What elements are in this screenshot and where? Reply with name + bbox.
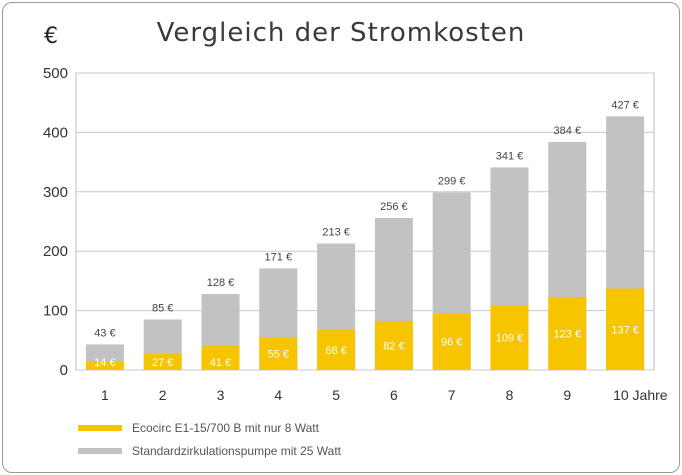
y-tick-label-200: 200	[43, 243, 68, 260]
data-label-standard-6: 256 €	[380, 201, 408, 213]
chart-title: Vergleich der Stromkosten	[156, 18, 526, 48]
data-label-ecocirc-1: 14 €	[94, 357, 115, 369]
data-label-ecocirc-10: 137 €	[611, 324, 639, 336]
x-tick-label-1: 1	[101, 387, 109, 403]
y-axis-label: €	[44, 24, 58, 49]
data-label-ecocirc-5: 68 €	[325, 345, 346, 357]
bar-ecocirc-5	[317, 329, 356, 370]
y-tick-label-0: 0	[60, 362, 68, 379]
x-tick-label-10: 10 Jahre	[613, 387, 668, 403]
data-label-ecocirc-4: 55 €	[268, 349, 289, 361]
x-tick-label-5: 5	[332, 387, 340, 403]
data-label-ecocirc-2: 27 €	[152, 357, 173, 369]
data-label-standard-1: 43 €	[94, 327, 115, 339]
legend-label-standard: Standardzirkulationspumpe mit 25 Watt	[132, 444, 341, 458]
data-label-standard-9: 384 €	[554, 125, 582, 137]
bar-ecocirc-4	[259, 337, 298, 370]
data-label-standard-10: 427 €	[611, 99, 639, 111]
data-label-standard-2: 85 €	[152, 303, 173, 315]
bar-ecocirc-10	[606, 288, 645, 370]
y-tick-label-400: 400	[43, 124, 68, 141]
legend-swatch-yellow	[78, 425, 122, 431]
x-tick-label-6: 6	[390, 387, 398, 403]
data-label-standard-5: 213 €	[322, 226, 350, 238]
legend-label-ecocirc: Ecocirc E1-15/700 B mit nur 8 Watt	[132, 421, 319, 435]
data-label-standard-7: 299 €	[438, 175, 466, 187]
y-tick-label-100: 100	[43, 303, 68, 320]
bar-ecocirc-9	[548, 296, 587, 370]
x-tick-label-3: 3	[217, 387, 225, 403]
bar-ecocirc-7	[432, 312, 471, 370]
x-tick-label-9: 9	[563, 387, 571, 403]
legend-swatch-gray	[78, 448, 122, 454]
data-label-ecocirc-3: 41 €	[210, 357, 231, 369]
data-label-standard-3: 128 €	[207, 277, 235, 289]
legend-item-ecocirc: Ecocirc E1-15/700 B mit nur 8 Watt	[78, 418, 319, 438]
data-label-ecocirc-6: 82 €	[383, 341, 404, 353]
x-tick-label-8: 8	[506, 387, 514, 403]
data-label-ecocirc-8: 109 €	[496, 333, 524, 345]
bar-ecocirc-1	[85, 361, 124, 370]
x-tick-label-2: 2	[159, 387, 167, 403]
x-tick-label-4: 4	[274, 387, 282, 403]
y-tick-label-500: 500	[43, 65, 68, 82]
data-label-standard-4: 171 €	[265, 251, 293, 263]
data-label-ecocirc-7: 96 €	[441, 336, 462, 348]
y-tick-label-300: 300	[43, 184, 68, 201]
data-label-standard-8: 341 €	[496, 150, 524, 162]
bar-ecocirc-8	[490, 305, 529, 370]
data-label-ecocirc-9: 123 €	[554, 328, 582, 340]
x-tick-label-7: 7	[448, 387, 456, 403]
legend-item-standard: Standardzirkulationspumpe mit 25 Watt	[78, 441, 341, 461]
bar-ecocirc-6	[374, 321, 413, 370]
bar-ecocirc-3	[201, 345, 240, 370]
bar-ecocirc-2	[143, 353, 182, 370]
